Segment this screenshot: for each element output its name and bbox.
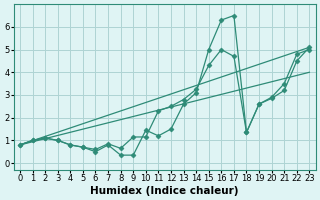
X-axis label: Humidex (Indice chaleur): Humidex (Indice chaleur) [91,186,239,196]
